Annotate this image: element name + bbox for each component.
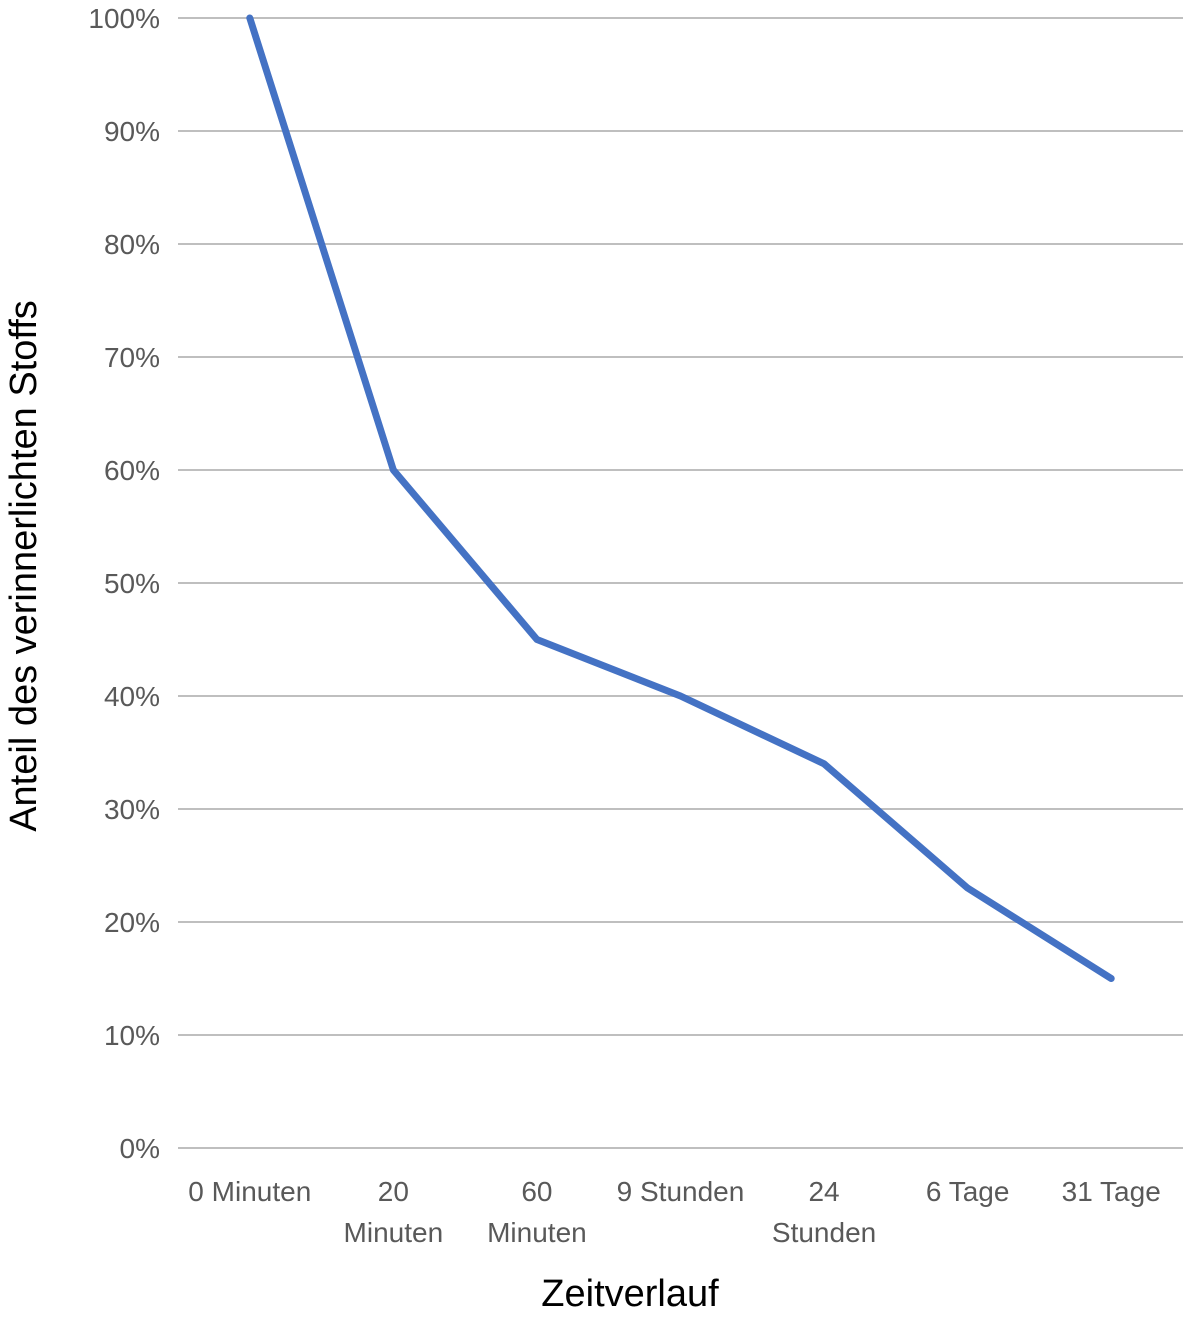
y-tick-label: 90% xyxy=(104,116,160,147)
x-tick-label: 60 Minuten xyxy=(487,1176,587,1248)
y-axis-tick-labels: 0% 10% 20% 30% 40% 50% 60% 70% 80% 90% 100% xyxy=(88,3,160,1164)
x-tick-label: 0 Minuten xyxy=(188,1176,311,1207)
y-tick-label: 30% xyxy=(104,794,160,825)
x-tick-label: 24 Stunden xyxy=(772,1176,876,1248)
y-tick-label: 100% xyxy=(88,3,160,34)
x-axis-tick-labels: 0 Minuten 20 Minuten 60 Minuten 9 Stunden 24 St… xyxy=(188,1176,1160,1248)
series-line xyxy=(246,14,1115,982)
x-tick-label: 6 Tage xyxy=(926,1176,1010,1207)
x-tick-label: 9 Stunden xyxy=(617,1176,745,1207)
x-tick-label: 31 Tage xyxy=(1062,1176,1161,1207)
y-axis-title: Anteil des verinnerlichten Stoffs xyxy=(3,300,45,832)
y-tick-label: 60% xyxy=(104,455,160,486)
y-tick-label: 20% xyxy=(104,907,160,938)
y-tick-label: 0% xyxy=(120,1133,160,1164)
series-group xyxy=(246,14,1115,982)
y-tick-label: 40% xyxy=(104,681,160,712)
y-tick-label: 80% xyxy=(104,229,160,260)
y-tick-label: 10% xyxy=(104,1020,160,1051)
y-tick-label: 70% xyxy=(104,342,160,373)
x-tick-label: 20 Minuten xyxy=(344,1176,444,1248)
y-tick-label: 50% xyxy=(104,568,160,599)
x-axis-title: Zeitverlauf xyxy=(541,1273,719,1315)
gridlines xyxy=(178,17,1183,1149)
